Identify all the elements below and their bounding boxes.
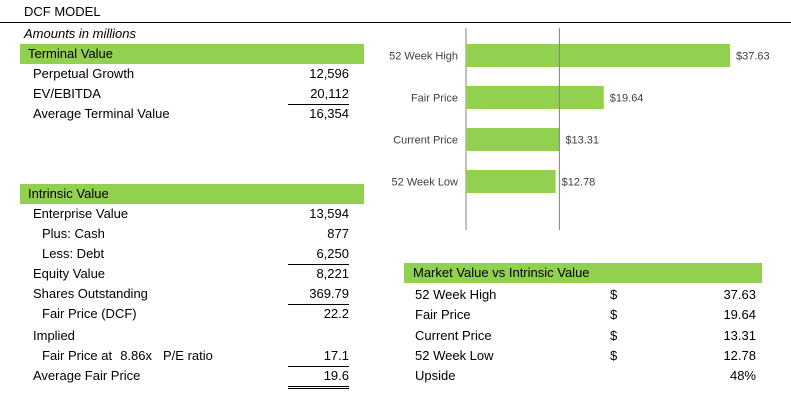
intrinsic-row-value: 17.1	[288, 346, 349, 367]
market-row-value: 12.78	[723, 348, 756, 363]
upside-value: 48%	[729, 368, 756, 383]
intrinsic-row-value: 22.2	[323, 306, 349, 321]
market-row-value: 37.63	[723, 287, 756, 302]
terminal-value-header: Terminal Value	[20, 44, 364, 64]
intrinsic-row-label: Fair Price (DCF)	[42, 306, 137, 321]
terminal-row-label: Average Terminal Value	[33, 106, 170, 121]
currency-symbol: $	[610, 348, 618, 363]
price-range-chart: 52 Week High $37.63 Fair Price $19.64 Curren…	[389, 28, 770, 230]
currency-symbol: $	[610, 307, 618, 322]
intrinsic-row-value: 19.6	[288, 366, 349, 389]
data-label: $37.63	[736, 51, 770, 63]
intrinsic-value-header: Intrinsic Value	[20, 184, 364, 204]
pe-multiple: 8.86x	[120, 348, 152, 363]
market-row-label: Current Price	[415, 328, 492, 343]
market-row-label: 52 Week Low	[415, 348, 494, 363]
market-row-value: 13.31	[723, 328, 756, 343]
intrinsic-row-label: Plus: Cash	[42, 226, 105, 241]
bar	[466, 86, 604, 109]
category-label: Fair Price	[411, 93, 458, 105]
currency-symbol: $	[610, 328, 618, 343]
terminal-row-value: 20,112	[288, 84, 349, 105]
sheet-subtitle: Amounts in millions	[24, 26, 136, 41]
intrinsic-row-value: 13,594	[309, 206, 349, 221]
currency-symbol: $	[610, 287, 618, 302]
intrinsic-row-value: 8,221	[316, 266, 349, 281]
data-label: $12.78	[562, 177, 596, 189]
pe-ratio-label: P/E ratio	[163, 348, 213, 363]
terminal-row-value: 16,354	[309, 106, 349, 121]
market-value-header: Market Value vs Intrinsic Value	[404, 263, 762, 283]
upside-label: Upside	[415, 368, 456, 383]
intrinsic-row-label: Fair Price at	[42, 348, 113, 363]
intrinsic-row-label: Average Fair Price	[33, 368, 141, 383]
market-row-label: 52 Week High	[415, 287, 497, 302]
market-row-value: 19.64	[723, 307, 756, 322]
intrinsic-row-value: 369.79	[288, 284, 349, 305]
terminal-value-header-label: Terminal Value	[28, 46, 114, 61]
intrinsic-row-value: 6,250	[288, 244, 349, 265]
intrinsic-value-header-label: Intrinsic Value	[28, 186, 109, 201]
sheet-title: DCF MODEL	[24, 4, 101, 19]
category-label: 52 Week High	[389, 51, 458, 63]
category-label: 52 Week Low	[392, 177, 459, 189]
intrinsic-row-label: Equity Value	[33, 266, 106, 281]
intrinsic-row-label: Shares Outstanding	[33, 286, 148, 301]
terminal-row-label: EV/EBITDA	[33, 86, 101, 101]
terminal-row-value: 12,596	[309, 66, 349, 81]
category-label: Current Price	[393, 135, 458, 147]
terminal-row-label: Perpetual Growth	[33, 66, 135, 81]
intrinsic-row-label: Less: Debt	[42, 246, 105, 261]
market-value-header-label: Market Value vs Intrinsic Value	[413, 265, 590, 280]
market-row-label: Fair Price	[415, 307, 471, 322]
title-divider	[0, 22, 791, 23]
intrinsic-row-label: Implied	[33, 328, 75, 343]
intrinsic-row-value: 877	[327, 226, 349, 241]
data-label: $19.64	[610, 93, 644, 105]
bar	[466, 44, 730, 67]
bar	[466, 128, 560, 151]
data-label: $13.31	[565, 135, 599, 147]
bar	[466, 170, 556, 193]
intrinsic-row-label: Enterprise Value	[33, 206, 129, 221]
